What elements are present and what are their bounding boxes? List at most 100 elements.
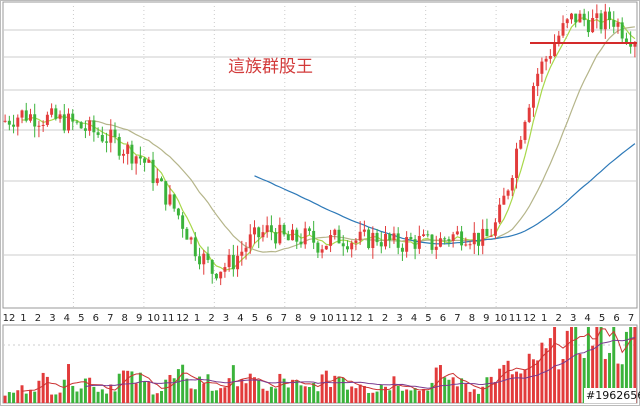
candle-body-118 <box>502 195 506 205</box>
candle-body-24 <box>105 141 109 143</box>
volume-bar-36 <box>155 393 159 403</box>
candle-body-122 <box>519 139 523 149</box>
price-grid <box>3 2 637 308</box>
x-tick-label: 2 <box>208 313 214 324</box>
candle-body-123 <box>523 121 527 140</box>
candle-body-75 <box>320 249 324 253</box>
candle-body-111 <box>472 232 476 245</box>
volume-bar-123 <box>523 369 527 403</box>
candle-body-35 <box>151 159 155 184</box>
volume-bar-9 <box>41 372 45 403</box>
candle-body-43 <box>185 228 189 240</box>
volume-bar-58 <box>248 373 252 403</box>
volume-bar-128 <box>544 348 548 403</box>
volume-bar-62 <box>265 390 269 403</box>
candle-body-48 <box>206 253 210 261</box>
candle-body-124 <box>527 107 531 122</box>
x-tick-label: 6 <box>440 313 446 324</box>
candle-body-127 <box>540 61 544 74</box>
x-tick-label: 9 <box>483 313 489 324</box>
candle-body-149 <box>633 43 637 47</box>
x-axis: 12 1 2 3 4 5 6 7 8 9 10 11 12 1 2 3 4 5 6 7 8 9 10 11 12 1 2 3 4 5 6 7 8… <box>3 313 635 324</box>
candle-body-63 <box>269 225 273 233</box>
price-candles <box>3 3 637 286</box>
candle-body-32 <box>138 156 142 159</box>
candle-body-58 <box>248 234 252 248</box>
candle-body-76 <box>324 245 328 250</box>
candle-body-36 <box>155 178 159 184</box>
candle-body-137 <box>582 13 586 21</box>
x-tick-label: 11 <box>509 313 522 324</box>
volume-bar-149 <box>633 327 637 403</box>
candle-body-83 <box>354 240 358 244</box>
volume-bar-17 <box>75 391 79 403</box>
volume-bar-22 <box>96 391 100 403</box>
candle-body-34 <box>147 159 151 163</box>
candle-body-45 <box>193 237 197 257</box>
x-tick-label: 12 <box>3 313 16 324</box>
volume-bar-135 <box>574 327 578 403</box>
volume-bar-119 <box>506 360 510 403</box>
volume-bar-118 <box>502 364 506 403</box>
candle-body-79 <box>337 229 341 244</box>
volume-bar-33 <box>143 381 147 403</box>
volume-bar-131 <box>557 369 561 403</box>
volume-bar-29 <box>126 370 130 403</box>
volume-bar-90 <box>384 386 387 403</box>
candle-body-27 <box>117 137 121 156</box>
volume-bar-54 <box>231 365 235 403</box>
volume-bar-106 <box>451 377 455 403</box>
volume-bar-10 <box>45 376 49 403</box>
candle-body-59 <box>253 227 256 235</box>
candle-body-136 <box>578 13 582 23</box>
volume-bar-120 <box>510 374 514 403</box>
x-tick-label: 4 <box>64 313 70 324</box>
x-tick-label: 7 <box>107 313 113 324</box>
volume-bar-122 <box>519 373 523 403</box>
volume-bar-140 <box>595 327 599 403</box>
x-tick-label: 4 <box>584 313 590 324</box>
volume-bar-146 <box>620 364 624 403</box>
volume-bar-69 <box>295 380 299 403</box>
candle-body-92 <box>392 233 396 241</box>
candle-body-121 <box>515 148 519 178</box>
candle-body-100 <box>426 234 430 236</box>
volume-bar-68 <box>291 379 295 403</box>
volume-bar-73 <box>312 383 316 403</box>
volume-bar-11 <box>50 394 54 403</box>
candle-body-12 <box>54 108 58 119</box>
candle-body-145 <box>616 22 620 27</box>
volume-bar-89 <box>379 384 383 403</box>
volume-bar-132 <box>561 359 565 403</box>
volume-bar-98 <box>417 390 421 403</box>
volume-bar-45 <box>193 389 197 403</box>
volume-bar-60 <box>257 380 261 403</box>
candle-body-89 <box>379 242 383 247</box>
candle-body-90 <box>384 233 387 247</box>
candle-body-147 <box>624 38 628 43</box>
volume-bar-50 <box>214 390 218 403</box>
volume-bar-31 <box>134 383 138 403</box>
x-tick-label: 6 <box>266 313 272 324</box>
candle-body-3 <box>16 117 20 127</box>
x-tick-label: 2 <box>35 313 41 324</box>
volume-bar-1 <box>7 392 11 403</box>
volume-bar-95 <box>405 389 409 403</box>
candle-body-81 <box>345 246 349 250</box>
volume-bar-65 <box>278 373 282 403</box>
volume-bar-110 <box>468 391 472 403</box>
volume-bar-25 <box>109 384 113 403</box>
candle-body-39 <box>168 194 172 205</box>
candle-body-74 <box>316 242 320 253</box>
candle-body-37 <box>160 178 163 182</box>
volume-bar-85 <box>362 385 366 403</box>
volume-bar-99 <box>422 388 426 403</box>
x-tick-label: 7 <box>281 313 287 324</box>
x-tick-label: 7 <box>454 313 460 324</box>
volume-frame <box>2 324 638 404</box>
candle-body-140 <box>595 13 599 19</box>
candle-body-57 <box>244 247 248 252</box>
candle-body-88 <box>375 232 379 243</box>
volume-ma-fast <box>21 328 636 392</box>
